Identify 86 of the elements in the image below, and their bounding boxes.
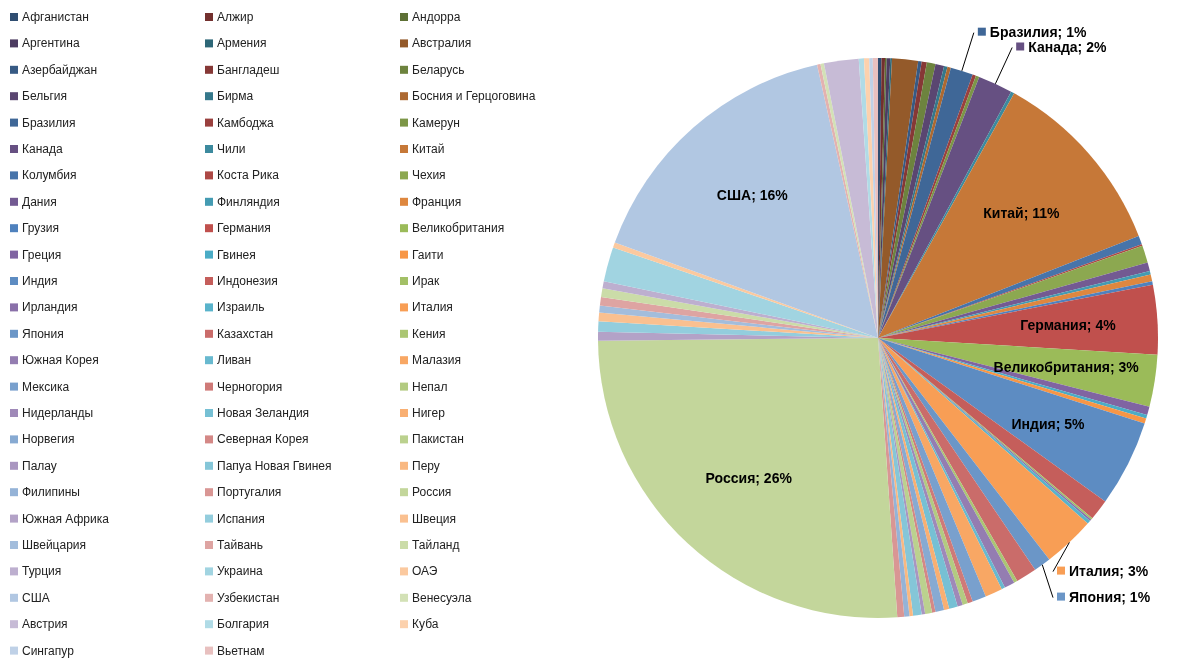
legend-label: Нигер [412, 406, 446, 420]
legend-label: Япония [22, 326, 64, 341]
legend-label: Великобритания [412, 221, 505, 236]
legend-label: Индонезия [217, 274, 278, 288]
legend-label: Бразилия [22, 115, 76, 130]
legend-label: Бангладеш [217, 62, 280, 77]
legend-label: Украина [217, 564, 264, 579]
legend-label: Южная Африка [22, 511, 110, 526]
legend-label: Австрия [22, 617, 68, 632]
legend-label: Малазия [412, 353, 462, 368]
legend-label: Аргентина [22, 36, 80, 51]
legend-label: Казахстан [217, 326, 274, 341]
legend-label: Колумбия [22, 168, 77, 183]
data-label: Индия; 5% [1011, 415, 1086, 432]
legend-label: Финляндия [217, 194, 280, 209]
legend-label: Израиль [217, 300, 265, 315]
legend-label: Папуа Новая Гвинея [217, 458, 332, 473]
legend-label: Норвегия [22, 432, 75, 447]
legend-label: Андорра [412, 10, 461, 24]
legend-label: Коста Рика [217, 168, 280, 183]
legend-label: Беларусь [412, 62, 465, 77]
legend-label: Россия [412, 485, 452, 500]
pie-slice [878, 284, 1158, 355]
data-label: Япония; 1% [1069, 588, 1151, 605]
legend-label: Португалия [217, 485, 282, 500]
pie-slice [878, 93, 1139, 338]
legend-label: Чили [217, 142, 246, 156]
legend-label: Мексика [22, 379, 70, 394]
legend-label: Северная Корея [217, 432, 309, 447]
legend-label: Швейцария [22, 538, 87, 552]
legend-label: Индия [22, 274, 58, 288]
legend-label: Китай [412, 142, 445, 156]
legend-label: Узбекистан [217, 590, 280, 605]
legend-label: Ливан [217, 353, 252, 368]
legend-label: Алжир [217, 10, 254, 24]
pie-slice [878, 338, 1145, 502]
legend-label: Болгария [217, 617, 269, 632]
legend-label: Перу [412, 458, 440, 473]
legend-label: Италия [412, 300, 453, 315]
legend-label: Армения [217, 36, 267, 51]
legend-label: Греция [22, 247, 62, 262]
legend-label: Гвинея [217, 247, 256, 262]
legend-label: Германия [217, 221, 271, 236]
legend-label: Тайланд [412, 538, 460, 552]
data-label: США; 16% [716, 187, 789, 203]
legend-label: Южная Корея [22, 353, 99, 368]
data-label: Италия; 3% [1069, 562, 1149, 579]
legend-label: Камбоджа [217, 115, 275, 130]
legend-label: Чехия [412, 168, 446, 183]
legend-label: Пакистан [412, 432, 464, 447]
legend-label: Швеция [412, 511, 456, 526]
legend-label: Азербайджан [22, 62, 98, 77]
legend-label: Сингапур [22, 643, 75, 658]
legend-label: США [22, 590, 50, 605]
legend-label: Афганистан [22, 10, 89, 24]
legend-label: Испания [217, 511, 265, 526]
data-label: Бразилия; 1% [989, 23, 1087, 40]
legend-label: Бирма [217, 89, 254, 104]
legend-label: Филипины [22, 485, 80, 500]
legend-label: Босния и Герцоговина [412, 89, 536, 104]
legend-label: Непал [412, 379, 448, 394]
legend-label: Нидерланды [22, 406, 94, 420]
legend-label: Кения [412, 326, 446, 341]
legend-label: Грузия [22, 221, 60, 236]
legend-label: Венесуэла [412, 590, 472, 605]
legend-label: Камерун [412, 115, 460, 130]
legend-label: Палау [22, 458, 57, 473]
legend-label: Новая Зеландия [217, 406, 310, 420]
legend-label: Черногория [217, 379, 283, 394]
data-label: Германия; 4% [1020, 317, 1117, 334]
legend-label: Бельгия [22, 89, 67, 104]
legend-label: Канада [22, 142, 63, 156]
legend-label: Австралия [412, 36, 472, 51]
data-label: Россия; 26% [705, 469, 793, 486]
legend-label: Франция [412, 194, 462, 209]
legend-label: Турция [22, 564, 62, 579]
legend-label: Ирландия [22, 300, 78, 315]
data-label: Великобритания; 3% [993, 359, 1140, 376]
legend-label: Тайвань [217, 538, 263, 552]
legend-label: Дания [22, 194, 57, 209]
legend-label: Куба [412, 617, 439, 632]
legend-label: Гаити [412, 247, 444, 262]
legend-label: Ирак [412, 274, 440, 288]
data-label: Китай; 11% [983, 204, 1061, 221]
legend-label: ОАЭ [412, 564, 438, 579]
legend-label: Вьетнам [217, 643, 265, 658]
